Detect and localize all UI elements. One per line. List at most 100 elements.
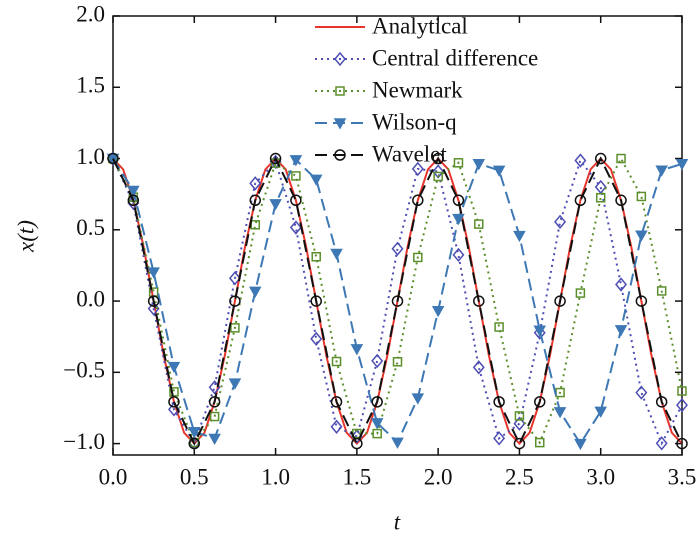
marker (433, 171, 443, 182)
marker (269, 199, 282, 211)
marker (310, 331, 323, 347)
marker (431, 306, 445, 318)
marker (330, 248, 343, 261)
marker (656, 286, 667, 296)
marker (147, 301, 160, 316)
series-line (112, 156, 683, 445)
legend-label: Analytical (372, 13, 468, 38)
marker (188, 427, 201, 439)
marker (676, 397, 688, 413)
marker (351, 437, 363, 450)
marker (413, 252, 423, 263)
y-tick-label: 1.0 (76, 144, 105, 169)
marker (614, 325, 628, 337)
marker (107, 152, 119, 165)
marker (655, 396, 668, 408)
marker (289, 155, 303, 167)
marker (372, 428, 382, 439)
legend-label: Central difference (372, 45, 538, 70)
marker (432, 164, 445, 179)
marker (574, 194, 587, 207)
marker (472, 159, 486, 171)
marker (615, 194, 627, 207)
marker (676, 437, 688, 450)
marker (371, 353, 384, 369)
marker (554, 295, 566, 307)
marker (330, 396, 343, 408)
marker (574, 438, 587, 451)
plot-frame (112, 15, 683, 456)
marker (575, 288, 586, 298)
y-tick-label: 2.0 (76, 1, 105, 26)
marker (167, 361, 181, 374)
marker (228, 378, 242, 390)
marker (208, 433, 221, 446)
marker (309, 174, 323, 186)
marker (291, 171, 301, 181)
marker (411, 393, 425, 405)
marker (168, 396, 180, 408)
marker (289, 220, 302, 235)
marker (533, 325, 547, 337)
legend-label: Wilson-q (372, 109, 457, 134)
marker (494, 322, 504, 332)
marker (493, 396, 505, 408)
marker (513, 437, 526, 450)
x-tick-label: 1.5 (342, 464, 371, 489)
marker (553, 407, 567, 419)
marker (290, 194, 302, 207)
marker (474, 219, 484, 229)
marker (127, 185, 140, 198)
marker (228, 271, 241, 286)
marker (453, 158, 464, 168)
marker (391, 295, 404, 307)
marker (412, 194, 424, 207)
marker (595, 192, 606, 203)
marker (127, 194, 140, 207)
marker (334, 149, 346, 161)
marker (493, 431, 506, 446)
marker (655, 165, 668, 177)
marker (615, 277, 628, 292)
marker (334, 51, 346, 67)
marker (574, 153, 587, 168)
x-tick-label: 2.5 (505, 464, 534, 489)
marker (269, 152, 282, 165)
marker (310, 295, 322, 307)
x-tick-label: 0.5 (180, 464, 209, 489)
marker (635, 385, 648, 400)
marker (335, 86, 345, 96)
marker (169, 387, 179, 397)
marker (188, 437, 201, 450)
marker (147, 267, 160, 279)
marker (350, 344, 364, 356)
marker (514, 411, 525, 421)
marker (635, 295, 648, 307)
legend-label: Newmark (372, 77, 463, 102)
x-axis-label: t (394, 509, 401, 534)
marker (432, 152, 444, 165)
marker (473, 295, 485, 307)
marker (675, 159, 689, 171)
x-tick-label: 2.0 (424, 464, 453, 489)
marker (248, 286, 262, 298)
marker (391, 241, 404, 256)
marker (616, 153, 626, 164)
marker (249, 176, 262, 191)
y-tick-label: 1.5 (76, 73, 105, 98)
y-axis-label: x(t) (13, 220, 38, 253)
marker (655, 436, 668, 451)
marker (331, 356, 342, 367)
marker (249, 194, 261, 207)
marker (311, 251, 321, 262)
x-tick-label: 3.0 (586, 464, 615, 489)
series-line (112, 156, 683, 446)
x-tick-label: 1.0 (261, 464, 290, 489)
x-tick-label: 3.5 (668, 464, 697, 489)
legend-label: Wavelet (372, 141, 447, 166)
marker (330, 419, 343, 434)
marker (411, 161, 424, 177)
marker (535, 437, 545, 448)
y-tick-label: 0.5 (76, 215, 105, 240)
marker (208, 396, 221, 408)
